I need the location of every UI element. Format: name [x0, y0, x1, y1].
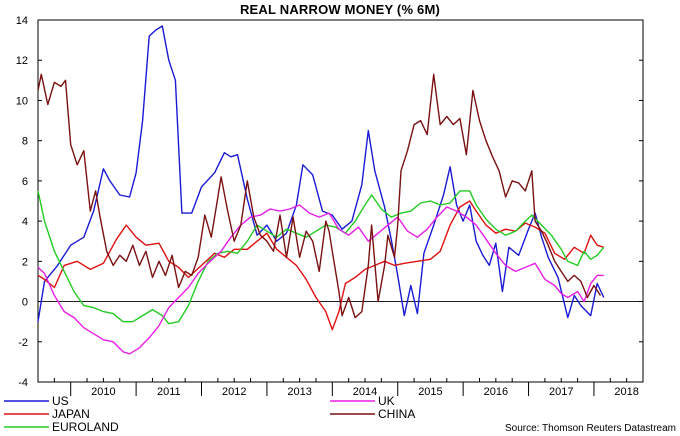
legend-label-japan: JAPAN: [52, 407, 90, 421]
y-tick-label: 0: [22, 297, 28, 309]
x-tick-label: 2013: [287, 386, 311, 398]
y-tick-label: 10: [16, 95, 28, 107]
x-tick-label: 2010: [91, 386, 115, 398]
x-tick-label: 2015: [418, 386, 442, 398]
x-tick-label: 2016: [484, 386, 508, 398]
x-tick-label: 2011: [157, 386, 181, 398]
legend-label-euroland: EUROLAND: [52, 420, 119, 434]
y-tick-label: -2: [18, 337, 28, 349]
series-line-us: [37, 25, 605, 322]
x-tick-label: 2018: [614, 386, 638, 398]
y-tick-label: 4: [22, 216, 28, 228]
x-tick-label: 2012: [222, 386, 246, 398]
y-tick-label: 2: [22, 256, 28, 268]
chart-title: REAL NARROW MONEY (% 6M): [239, 2, 441, 17]
y-tick-label: 8: [22, 136, 28, 148]
series-line-uk: [37, 204, 604, 355]
y-tick-label: 6: [22, 176, 28, 188]
legend-label-china: CHINA: [378, 407, 415, 421]
legend-label-uk: UK: [378, 394, 395, 408]
y-tick-label: 12: [16, 55, 28, 67]
y-tick-label: -4: [18, 377, 28, 389]
plot-frame: [37, 19, 644, 383]
source-note: Source: Thomson Reuters Datastream: [505, 423, 676, 434]
x-tick-label: 2017: [549, 386, 573, 398]
series-line-china: [37, 73, 602, 319]
legend-label-us: US: [52, 394, 69, 408]
series-line-japan: [37, 200, 605, 331]
x-tick-label: 2014: [353, 386, 377, 398]
series-line-euroland: [37, 190, 605, 325]
y-tick-label: 14: [16, 15, 28, 27]
